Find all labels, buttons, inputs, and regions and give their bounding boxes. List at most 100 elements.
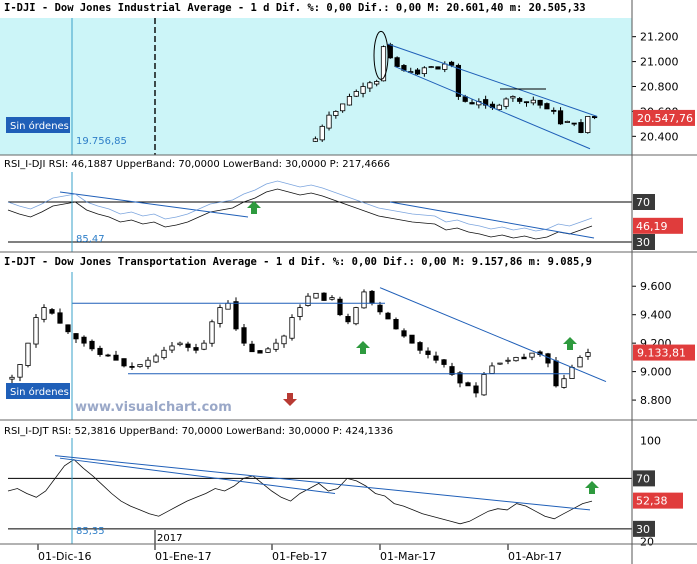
candle-body — [361, 291, 367, 309]
tick-label: 9.400 — [640, 309, 672, 322]
candle-body — [312, 138, 319, 142]
candle-body — [129, 366, 135, 368]
rsi-value-box — [633, 492, 683, 509]
candle-body — [394, 57, 400, 67]
rsi-bottom-label: 85,35 — [76, 526, 105, 537]
candle-body — [544, 103, 550, 110]
candle-body — [145, 359, 151, 367]
highlight-ellipse — [373, 30, 389, 80]
candle-body — [557, 110, 564, 125]
candle-body — [113, 354, 119, 361]
candle-body — [591, 116, 598, 119]
candle-body — [521, 356, 527, 360]
rsi-value-label: 46,19 — [636, 220, 668, 233]
candle-body — [340, 103, 346, 112]
band-box — [633, 470, 655, 487]
year-label: 2017 — [157, 533, 182, 544]
ticks-rsi-dji: 70 46,19 30 — [633, 194, 683, 250]
candle-body — [433, 355, 439, 361]
candle-body — [469, 102, 475, 105]
candle-body — [435, 66, 441, 70]
candle-body — [428, 66, 434, 68]
candle-body — [353, 307, 359, 325]
candle-body — [489, 365, 495, 374]
candle-body — [97, 347, 103, 355]
buy-arrow — [356, 341, 370, 354]
rsi-header-dji: RSI_I-DJI RSI: 46,1887 UpperBand: 70,000… — [4, 159, 390, 170]
candle-body — [273, 342, 279, 350]
candle-body — [377, 304, 383, 313]
panel-djt-price[interactable]: I-DJT - Dow Jones Transportation Average… — [4, 256, 695, 420]
candle-body — [345, 316, 351, 323]
buy-arrow — [563, 337, 577, 350]
panel-dji-rsi[interactable]: RSI_I-DJI RSI: 46,1887 UpperBand: 70,000… — [4, 159, 683, 252]
candle-body — [89, 340, 95, 350]
candle-body — [153, 355, 159, 363]
candle-body — [321, 292, 327, 301]
candle-body — [457, 372, 463, 384]
candle-body — [121, 358, 127, 367]
orders-label: Sin órdenes — [10, 120, 69, 132]
orders-box — [6, 117, 70, 133]
candle-body — [329, 297, 335, 300]
candle-body — [225, 302, 231, 310]
candle-body — [561, 378, 567, 388]
candle-body — [326, 114, 332, 129]
candle-body — [517, 98, 523, 102]
rsi-value-box — [633, 217, 683, 234]
candle-body — [161, 349, 167, 359]
rsi-line-djt: 85,35 2017 — [7, 438, 632, 544]
panel-djt-rsi[interactable]: RSI_I-DJT RSI: 52,3816 UpperBand: 70,000… — [4, 426, 683, 548]
last-price-box — [633, 344, 695, 361]
band-box — [633, 520, 655, 537]
panel-dji-price[interactable]: I-DJI - Dow Jones Industrial Average - 1… — [0, 0, 697, 155]
rsi-trend-line — [59, 457, 336, 495]
x-axis: 01-Dic-16 01-Ene-17 01-Feb-17 01-Mar-17 01-A… — [37, 544, 562, 563]
rsi-line-dji: 85,47 — [7, 172, 632, 252]
candle-body — [571, 122, 577, 125]
channel-lower — [394, 66, 591, 150]
candle-body — [241, 327, 247, 344]
candle-body — [265, 348, 271, 353]
candle-body — [209, 321, 215, 344]
candle-body — [49, 309, 55, 314]
x-tick-label: 01-Ene-17 — [155, 550, 212, 563]
candle-body — [9, 376, 15, 380]
candle-body — [417, 342, 423, 351]
candle-body — [425, 350, 431, 355]
candle-body — [360, 86, 366, 94]
tick-label: 9.000 — [640, 366, 672, 379]
candle-body — [496, 104, 502, 111]
rsi-line — [7, 458, 593, 525]
tick-label: 21.200 — [640, 31, 679, 44]
candle-body — [455, 64, 462, 97]
candle-body — [577, 356, 583, 368]
last-price-label: 20.547,76 — [637, 112, 693, 125]
candle-body — [523, 101, 530, 104]
candle-body — [578, 122, 584, 133]
last-price-label: 9.133,81 — [637, 347, 686, 360]
candle-body — [387, 44, 393, 59]
reference-value: 19.756,85 — [76, 136, 127, 147]
candle-body — [380, 46, 387, 82]
candle-body — [503, 98, 509, 107]
rsi-line — [7, 188, 593, 240]
x-tick-label: 01-Feb-17 — [272, 550, 327, 563]
tick-label: 20.400 — [640, 130, 679, 143]
band-box — [633, 194, 655, 210]
orders-box — [6, 383, 70, 399]
band-label: 70 — [636, 472, 650, 485]
tick-label: 9.600 — [640, 280, 672, 293]
trend-line — [379, 287, 607, 383]
candle-body — [529, 352, 535, 358]
rsi-trend-line — [59, 191, 249, 218]
candle-body — [369, 290, 375, 304]
candle-body — [530, 99, 536, 104]
candle-body — [346, 96, 353, 106]
sell-arrow — [283, 393, 297, 406]
watermark: www.visualchart.com — [75, 400, 232, 415]
